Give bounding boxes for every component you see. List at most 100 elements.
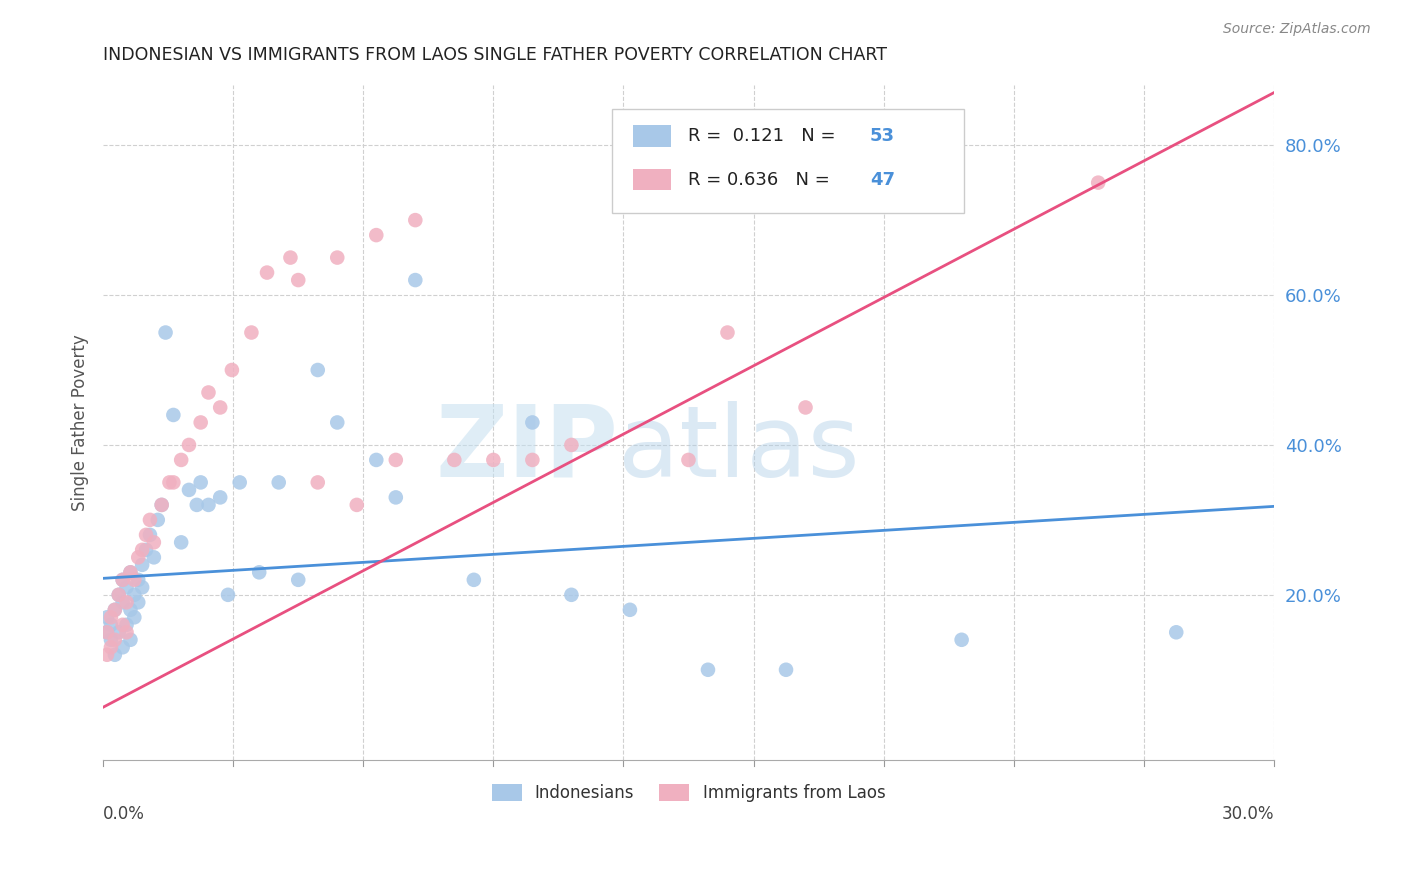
Point bbox=[228, 475, 250, 490]
Point bbox=[127, 550, 149, 565]
Point bbox=[619, 603, 641, 617]
Point bbox=[186, 498, 208, 512]
Point bbox=[96, 610, 118, 624]
Point bbox=[170, 453, 193, 467]
Point bbox=[197, 498, 219, 512]
Text: 30.0%: 30.0% bbox=[1222, 805, 1274, 822]
Point bbox=[697, 663, 720, 677]
Point bbox=[240, 326, 263, 340]
Point bbox=[177, 483, 200, 497]
Point bbox=[127, 573, 149, 587]
Point bbox=[107, 588, 129, 602]
Point bbox=[619, 138, 641, 153]
Point bbox=[326, 416, 349, 430]
Point bbox=[326, 251, 349, 265]
Point bbox=[111, 595, 134, 609]
Point bbox=[111, 617, 134, 632]
Point bbox=[197, 385, 219, 400]
Point bbox=[120, 566, 142, 580]
Point bbox=[120, 632, 142, 647]
Point bbox=[135, 542, 157, 557]
Text: R = 0.636   N =: R = 0.636 N = bbox=[689, 170, 837, 188]
Point bbox=[104, 632, 127, 647]
Text: INDONESIAN VS IMMIGRANTS FROM LAOS SINGLE FATHER POVERTY CORRELATION CHART: INDONESIAN VS IMMIGRANTS FROM LAOS SINGL… bbox=[103, 46, 887, 64]
Point bbox=[463, 573, 485, 587]
Point bbox=[950, 632, 973, 647]
Point bbox=[139, 513, 162, 527]
Point bbox=[560, 438, 582, 452]
Point bbox=[142, 535, 165, 549]
Point bbox=[346, 498, 368, 512]
Point bbox=[96, 648, 118, 662]
Point bbox=[366, 453, 388, 467]
Point bbox=[107, 588, 129, 602]
Point bbox=[159, 475, 181, 490]
Point bbox=[247, 566, 270, 580]
Bar bbox=[634, 125, 671, 146]
Point bbox=[170, 535, 193, 549]
Point bbox=[115, 580, 138, 594]
Point bbox=[209, 491, 232, 505]
Point bbox=[124, 588, 146, 602]
Point bbox=[256, 266, 278, 280]
Point bbox=[131, 542, 153, 557]
Point bbox=[307, 363, 329, 377]
Point bbox=[142, 550, 165, 565]
Point bbox=[104, 603, 127, 617]
Point bbox=[150, 498, 173, 512]
Point bbox=[560, 588, 582, 602]
Text: 47: 47 bbox=[870, 170, 896, 188]
Point bbox=[280, 251, 302, 265]
Point bbox=[120, 566, 142, 580]
Point bbox=[100, 617, 122, 632]
Point bbox=[100, 610, 122, 624]
Point bbox=[366, 228, 388, 243]
Point bbox=[162, 475, 184, 490]
Point bbox=[443, 453, 465, 467]
Point bbox=[177, 438, 200, 452]
Point bbox=[217, 588, 239, 602]
Point bbox=[307, 475, 329, 490]
Text: Source: ZipAtlas.com: Source: ZipAtlas.com bbox=[1223, 22, 1371, 37]
Point bbox=[404, 273, 426, 287]
Point bbox=[775, 663, 797, 677]
Point bbox=[267, 475, 290, 490]
Point bbox=[404, 213, 426, 227]
Point bbox=[146, 513, 169, 527]
Bar bbox=[634, 169, 671, 190]
Text: 53: 53 bbox=[870, 127, 896, 145]
Point bbox=[104, 648, 127, 662]
Point bbox=[104, 603, 127, 617]
Point bbox=[190, 416, 212, 430]
Point bbox=[385, 491, 408, 505]
Point bbox=[221, 363, 243, 377]
Point bbox=[1166, 625, 1188, 640]
Point bbox=[120, 603, 142, 617]
Point bbox=[115, 625, 138, 640]
Point bbox=[107, 625, 129, 640]
Point bbox=[111, 573, 134, 587]
Point bbox=[522, 453, 544, 467]
Point bbox=[111, 573, 134, 587]
Point bbox=[385, 453, 408, 467]
Point bbox=[124, 610, 146, 624]
Point bbox=[287, 573, 309, 587]
Point bbox=[96, 625, 118, 640]
Point bbox=[127, 595, 149, 609]
Point bbox=[678, 453, 700, 467]
Point bbox=[115, 617, 138, 632]
Point bbox=[150, 498, 173, 512]
Point bbox=[124, 573, 146, 587]
FancyBboxPatch shape bbox=[613, 109, 963, 213]
Text: R =  0.121   N =: R = 0.121 N = bbox=[689, 127, 842, 145]
Point bbox=[911, 176, 934, 190]
Point bbox=[111, 640, 134, 655]
Point bbox=[100, 632, 122, 647]
Point bbox=[287, 273, 309, 287]
Point bbox=[522, 416, 544, 430]
Point bbox=[131, 558, 153, 572]
Point bbox=[100, 640, 122, 655]
Text: ZIP: ZIP bbox=[436, 401, 619, 498]
Point bbox=[209, 401, 232, 415]
Point bbox=[131, 580, 153, 594]
